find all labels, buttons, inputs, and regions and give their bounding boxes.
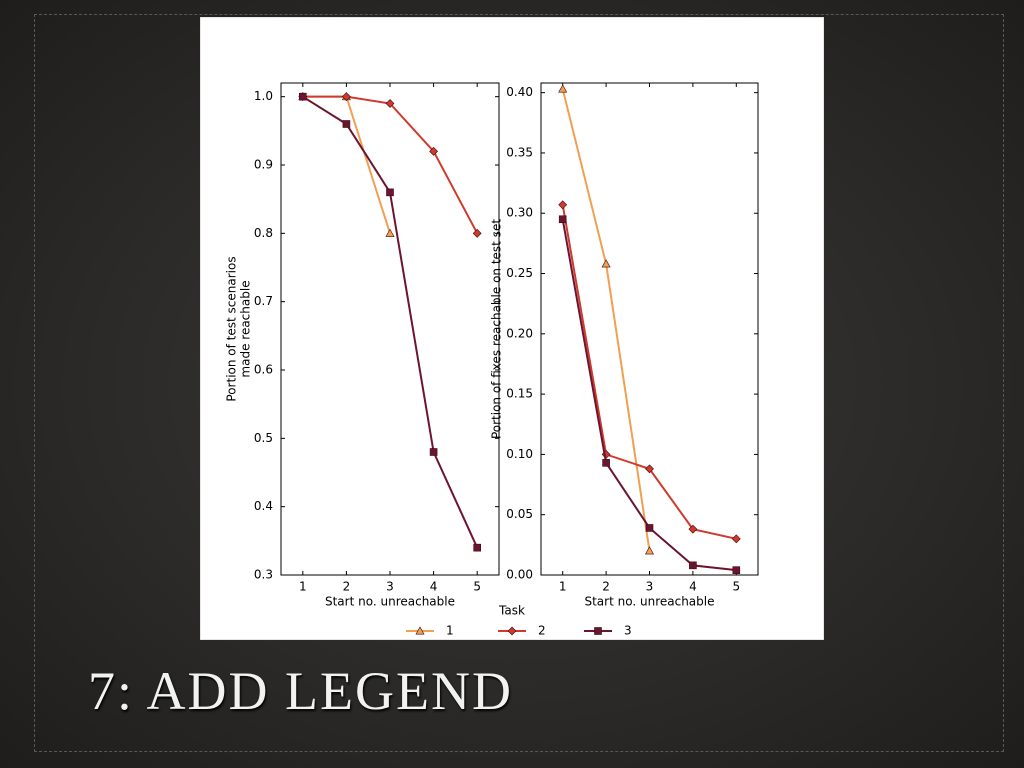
marker [594,627,602,635]
marker [342,120,351,128]
x-tick-label: 3 [646,580,654,594]
y-tick-label: 0.20 [506,326,533,340]
y-tick-label: 0.40 [506,85,533,99]
marker [731,534,741,544]
marker [688,524,698,534]
y-tick-label: 0.3 [254,568,273,582]
x-tick-label: 2 [343,580,351,594]
x-tick-label: 3 [386,580,394,594]
marker [299,92,307,101]
marker [558,215,567,224]
y-tick-label: 0.6 [254,363,273,377]
legend-title: Task [498,604,525,618]
y-tick-label: 0.5 [254,431,273,445]
y-tick-label: 0.15 [506,387,533,401]
marker [385,228,395,237]
y-tick-label: 0.7 [254,294,273,308]
x-tick-label: 4 [430,580,438,594]
axes-frame [540,82,759,576]
y-axis-label: Portion of test scenarios [225,256,239,401]
y-tick-label: 0.10 [506,447,533,461]
legend-label: 1 [446,624,454,638]
marker [645,464,654,474]
y-axis-label: Portion of fixes reachable on test set [490,219,504,439]
marker [645,524,654,532]
x-tick-label: 2 [602,580,610,594]
y-tick-label: 0.30 [506,206,533,220]
y-tick-label: 0.9 [254,158,273,172]
x-tick-label: 1 [299,580,307,594]
x-tick-label: 4 [689,580,697,594]
x-tick-label: 1 [559,580,567,594]
marker [602,459,610,467]
marker [558,84,568,93]
stitch-border [34,14,1004,752]
marker [415,626,425,635]
legend-label: 3 [624,624,632,638]
marker [601,259,611,268]
marker [429,448,438,456]
x-axis-label: Start no. unreachable [325,595,455,609]
y-tick-label: 0.35 [506,145,533,159]
x-tick-label: 5 [473,580,481,594]
legend-label: 2 [538,624,546,638]
y-tick-label: 0.8 [254,226,273,240]
y-tick-label: 0.00 [506,568,533,582]
y-tick-label: 0.25 [506,266,533,280]
slide-title: 7: ADD LEGEND [88,661,513,721]
marker [429,146,439,156]
axes-frame [280,82,500,576]
y-tick-label: 1.0 [254,89,273,103]
x-axis-label: Start no. unreachable [584,595,714,609]
marker [386,188,394,197]
y-tick-label: 0.4 [254,499,273,513]
figure: 0.3 0.4 0.5 0.6 0.7 0.8 0.9 1.0 1 2 3 4 5 Start no. u… [200,17,824,640]
marker [473,543,482,552]
x-tick-label: 5 [732,580,740,594]
marker [472,228,482,238]
y-tick-label: 0.05 [506,507,533,521]
y-axis-label: made reachable [239,280,253,377]
marker [341,92,351,102]
marker [689,561,697,570]
marker [732,566,741,574]
marker [558,200,568,210]
marker [507,626,517,636]
marker [644,546,655,555]
marker [385,99,395,108]
